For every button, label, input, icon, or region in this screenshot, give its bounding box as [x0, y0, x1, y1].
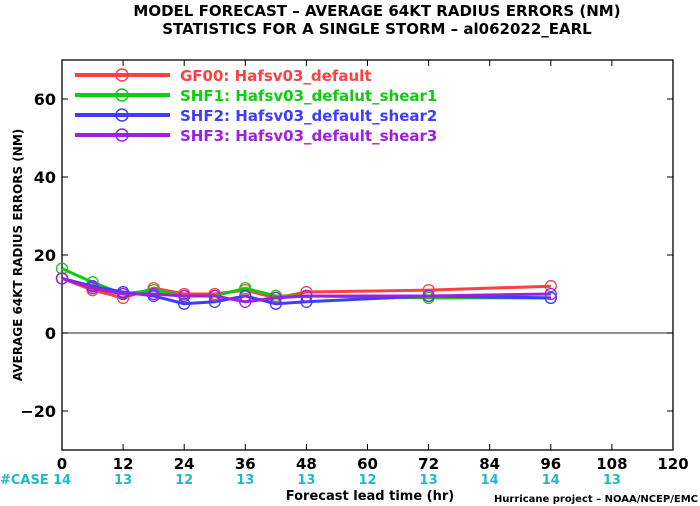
x-tick-label: 0 — [57, 455, 67, 473]
case-count: 13 — [297, 473, 315, 488]
data-point — [300, 289, 313, 303]
data-point — [239, 281, 252, 295]
x-tick-label: 72 — [418, 455, 439, 473]
series-4 — [55, 272, 557, 308]
legend-marker — [115, 128, 129, 142]
data-point — [178, 297, 191, 310]
case-count: 13 — [603, 473, 621, 488]
data-point — [269, 291, 283, 305]
y-tick-label: 40 — [34, 168, 56, 187]
x-tick-label: 84 — [479, 455, 500, 473]
data-point — [55, 272, 69, 285]
y-tick-label: 60 — [34, 90, 56, 109]
legend-label: SHF1: Hafsv03_defalut_shear1 — [180, 87, 437, 105]
x-tick-label: 120 — [657, 455, 688, 473]
case-count: 14 — [481, 473, 499, 488]
data-point — [147, 287, 160, 301]
data-point — [178, 289, 191, 303]
legend-marker — [115, 88, 129, 102]
legend-label: GF00: Hafsv03_default — [180, 67, 371, 85]
case-count: 13 — [236, 473, 254, 488]
case-count: 13 — [114, 473, 132, 488]
case-count: 12 — [175, 473, 193, 488]
x-tick-label: 24 — [174, 455, 195, 473]
x-tick-label: 12 — [113, 455, 134, 473]
legend: GF00: Hafsv03_default SHF1: Hafsv03_defal… — [75, 67, 437, 145]
case-count: 13 — [420, 473, 438, 488]
case-count: 14 — [542, 473, 560, 488]
x-tick-label: 36 — [235, 455, 256, 473]
y-axis-label: AVERAGE 64KT RADIUS ERRORS (NM) — [11, 129, 25, 381]
case-count: 12 — [358, 473, 376, 488]
case-label: #CASE — [0, 473, 49, 488]
data-point — [116, 287, 130, 301]
data-point — [300, 285, 313, 299]
legend-entry-2: SHF1: Hafsv03_defalut_shear1 — [75, 87, 437, 105]
data-point — [55, 262, 69, 275]
x-axis-label: Forecast lead time (hr) — [286, 489, 454, 504]
case-count: 14 — [53, 473, 71, 488]
legend-label: SHF3: Hafsv03_default_shear3 — [180, 127, 437, 145]
chart-subtitle: STATISTICS FOR A SINGLE STORM – al062022… — [162, 20, 592, 38]
legend-marker — [115, 68, 129, 82]
x-tick-label: 60 — [357, 455, 378, 473]
x-tick-label: 48 — [296, 455, 317, 473]
y-tick-label: −20 — [20, 402, 56, 421]
chart-title: MODEL FORECAST – AVERAGE 64KT RADIUS ERR… — [133, 2, 620, 20]
credit-text: Hurricane project – NOAA/NCEP/EMC — [494, 494, 698, 505]
data-point — [422, 289, 435, 303]
legend-entry-3: SHF2: Hafsv03_default_shear2 — [75, 107, 437, 125]
data-point — [239, 295, 252, 308]
series-line — [61, 276, 551, 300]
legend-marker — [115, 108, 129, 122]
y-tick-label: 0 — [45, 324, 56, 343]
legend-entry-1: GF00: Hafsv03_default — [75, 67, 371, 85]
data-point — [544, 291, 557, 305]
data-point — [544, 287, 557, 301]
y-tick-label: 20 — [34, 246, 56, 265]
data-point — [544, 280, 557, 293]
legend-entry-4: SHF3: Hafsv03_default_shear3 — [75, 127, 437, 145]
data-point — [208, 289, 221, 303]
x-tick-label: 108 — [596, 455, 627, 473]
series-line — [61, 276, 551, 304]
legend-label: SHF2: Hafsv03_default_shear2 — [180, 107, 437, 125]
data-point — [86, 281, 99, 295]
x-tick-label: 96 — [540, 455, 561, 473]
